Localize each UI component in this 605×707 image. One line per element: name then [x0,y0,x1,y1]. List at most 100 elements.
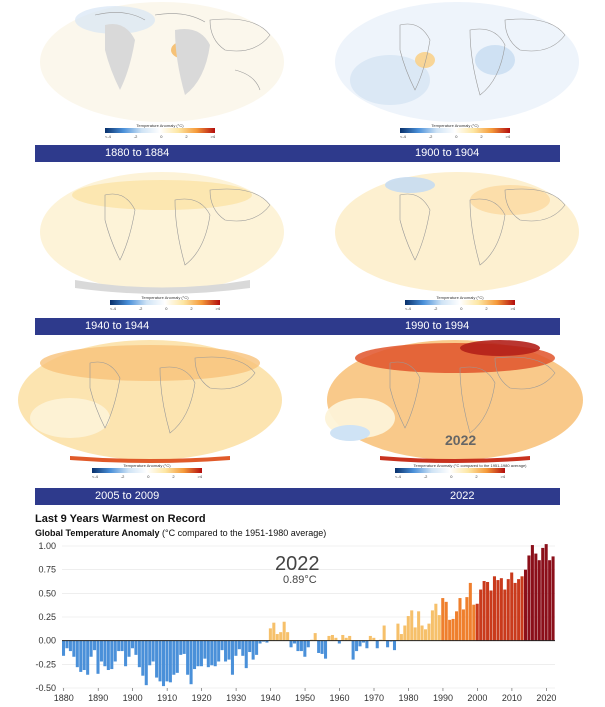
bar [448,619,452,641]
bar [82,640,86,671]
bar [327,635,331,641]
legend-tick: 0 [455,134,458,139]
bar [444,601,448,641]
bar [551,556,555,641]
x-tick-label: 1950 [295,693,315,703]
bar [324,640,328,659]
world-map-1940 [40,172,284,294]
legend-tick: -2 [138,306,143,311]
bar [224,640,228,662]
period-label-1880: 1880 to 1884 [105,147,170,159]
bar [299,640,303,652]
bar [527,555,531,641]
bar [62,640,66,656]
legend-tick: 2 [485,306,488,311]
chart-subtitle-rest: (°C compared to the 1951-1980 average) [159,528,327,538]
legend-color-bar [110,300,220,305]
legend-color-bar [92,468,202,473]
bar [175,640,179,673]
bar [93,640,97,651]
x-tick-label: 2000 [467,693,487,703]
bar [420,625,424,641]
legend-tick: 2 [480,134,483,139]
bar [172,640,176,675]
bar [489,590,493,641]
legend-color-bar [400,128,510,133]
bar [510,572,514,641]
bar [410,610,414,641]
legend-tick: 0 [460,306,463,311]
bar [406,616,410,641]
bar [117,640,121,652]
bar [258,640,262,644]
bar [292,640,297,644]
y-tick-label: -0.25 [35,659,56,669]
legend-ticks: <-4 -2 0 2 >4 [110,306,220,311]
legend-color-bar [105,128,215,133]
bar [430,610,434,641]
map-panel-1880: Temperature Anomaly (°C) <-4 -2 0 2 >4 [35,0,290,145]
bar [375,640,379,649]
bar [186,640,190,675]
x-tick-label: 1890 [88,693,108,703]
bar [158,640,162,682]
bar [361,640,365,643]
bar [437,615,441,641]
bar [355,640,359,652]
bar [161,640,166,687]
bar [475,603,479,641]
legend-title: Temperature Anomaly (°C) [123,463,171,468]
bar [275,634,279,641]
legend-tick: 2 [475,474,478,479]
bar [513,582,517,641]
bar [465,597,469,641]
world-map-1990 [335,172,579,292]
bar [220,640,224,651]
map-panel-2022: 2022 Temperature Anomaly (°C compared to… [320,338,590,486]
bar [365,640,369,649]
bar [106,640,110,671]
legend-tick: 0 [147,474,150,479]
bar [530,545,534,641]
y-tick-label: 0.50 [38,588,56,598]
bar [148,640,152,666]
period-label-1990: 1990 to 1994 [405,320,470,332]
bar [79,640,83,672]
bar [279,632,283,641]
bar [248,640,252,653]
x-tick-label: 2010 [502,693,522,703]
bar [320,640,324,654]
y-tick-label: 0.00 [38,636,56,646]
bar [468,582,472,641]
bar [155,640,159,678]
map-panel-1940: Temperature Anomaly (°C) <-4 -2 0 2 >4 [35,170,290,318]
legend-2022: Temperature Anomaly (°C compared to the … [395,463,545,483]
legend-1880: Temperature Anomaly (°C) <-4 -2 0 2 >4 [105,123,215,143]
bar [268,628,272,641]
bar [265,640,269,643]
world-map-1900 [335,2,579,122]
legend-ticks: <-4 -2 0 2 >4 [395,474,505,479]
bar [127,640,131,657]
map-panel-2005: Temperature Anomaly (°C) <-4 -2 0 2 >4 [10,338,290,486]
legend-tick: >4 [210,134,215,139]
x-tick-label: 1920 [192,693,212,703]
legend-tick: <-4 [92,474,98,479]
bar [358,640,362,647]
world-map-2022 [325,340,583,463]
bar [213,640,217,667]
bar [237,640,241,650]
bar [441,598,445,641]
period-label-bar-row1: 1880 to 1884 1900 to 1904 [35,145,560,162]
legend-ticks: <-4 -2 0 2 >4 [92,474,202,479]
y-tick-label: 0.75 [38,565,56,575]
bar [423,629,428,641]
bar [272,622,276,641]
bar [303,640,307,657]
legend-tick: <-4 [110,306,116,311]
legend-tick: -2 [133,134,138,139]
bar [479,589,483,641]
bar [499,578,503,641]
legend-tick: <-4 [395,474,401,479]
chart-title: Last 9 Years Warmest on Record [35,513,206,525]
